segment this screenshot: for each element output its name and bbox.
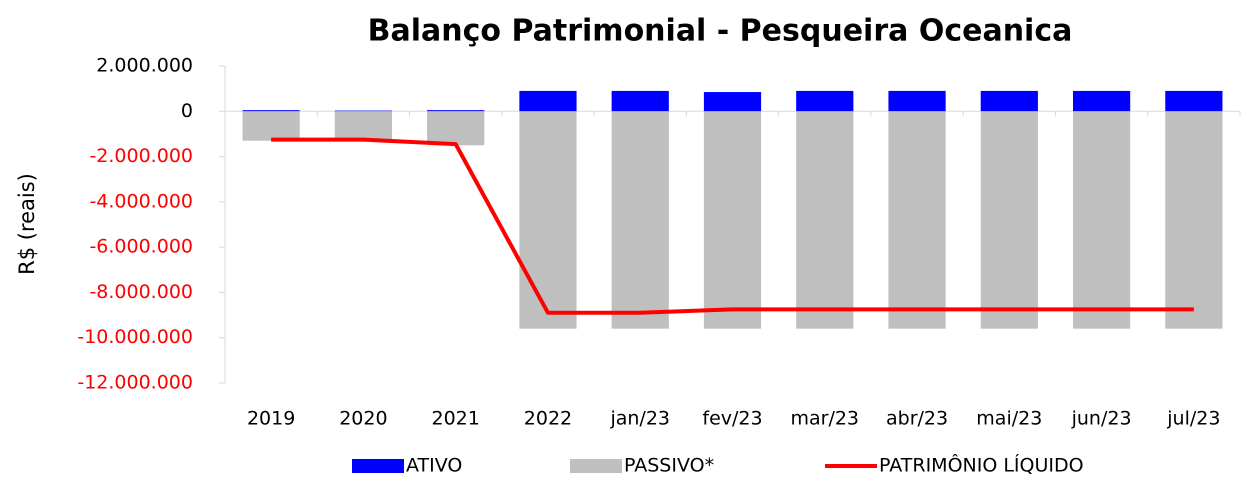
bar (796, 90, 854, 112)
bar (888, 90, 946, 112)
bar (796, 111, 854, 329)
bar (980, 111, 1038, 329)
bar (1165, 111, 1223, 329)
chart-title: Balanço Patrimonial - Pesqueira Oceanica (368, 14, 1073, 49)
legend-swatch (570, 459, 622, 473)
legend-label: PATRIMÔNIO LÍQUIDO (879, 453, 1084, 477)
x-tick-label: jul/23 (1166, 408, 1220, 430)
x-tick-label: 2020 (339, 408, 387, 430)
bar (519, 90, 577, 112)
line (271, 137, 1194, 315)
bar (1072, 90, 1131, 112)
bar (703, 111, 762, 329)
x-tick-label: abr/23 (886, 408, 948, 430)
legend-label: ATIVO (406, 455, 462, 477)
y-tick-label: -8.000.000 (89, 281, 193, 303)
bar (334, 110, 393, 112)
legend-label: PASSIVO* (624, 455, 714, 477)
y-axis-label: R$ (reais) (15, 173, 39, 275)
bar (242, 111, 300, 141)
x-tick-label: 2022 (524, 408, 572, 430)
y-tick-label: 0 (181, 100, 193, 122)
x-tick-label: fev/23 (702, 408, 762, 430)
bar (427, 110, 485, 112)
bar (334, 111, 393, 141)
y-tick-label: 2.000.000 (96, 55, 193, 77)
y-tick-label: -2.000.000 (89, 145, 193, 167)
bar (427, 111, 485, 146)
bar (611, 90, 669, 112)
bar (611, 111, 669, 329)
legend-swatch (352, 459, 404, 473)
bar (1165, 90, 1223, 112)
x-tick-label: mar/23 (790, 408, 859, 430)
bar (1072, 111, 1131, 329)
x-tick-label: mai/23 (976, 408, 1042, 430)
x-tick-label: jan/23 (609, 408, 670, 430)
bar (703, 92, 762, 112)
x-tick-label: jun/23 (1071, 408, 1132, 430)
y-tick-label: -6.000.000 (89, 236, 193, 258)
bar (242, 110, 300, 112)
bar (980, 90, 1038, 112)
bar (519, 111, 577, 329)
y-tick-label: -4.000.000 (89, 190, 193, 212)
bar (888, 111, 946, 329)
y-tick-label: -12.000.000 (77, 372, 193, 394)
x-tick-label: 2021 (432, 408, 480, 430)
x-tick-label: 2019 (247, 408, 295, 430)
y-tick-label: -10.000.000 (77, 326, 193, 348)
